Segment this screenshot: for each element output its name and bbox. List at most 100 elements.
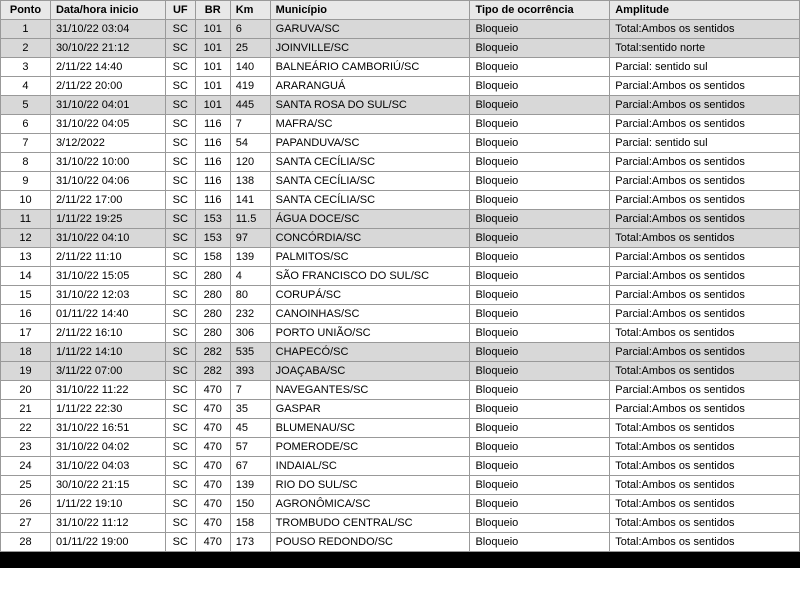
cell: 150 <box>230 495 270 514</box>
occurrence-table: Ponto Data/hora inicio UF BR Km Municípi… <box>0 0 800 552</box>
cell: Parcial:Ambos os sentidos <box>610 77 800 96</box>
cell: Parcial:Ambos os sentidos <box>610 172 800 191</box>
cell: Bloqueio <box>470 96 610 115</box>
cell: Total:Ambos os sentidos <box>610 324 800 343</box>
cell: Parcial:Ambos os sentidos <box>610 267 800 286</box>
table-row: 193/11/22 07:00SC282393JOAÇABA/SCBloquei… <box>1 362 800 381</box>
cell: 470 <box>195 495 230 514</box>
cell: 5 <box>1 96 51 115</box>
cell: PORTO UNIÃO/SC <box>270 324 470 343</box>
cell: 30/10/22 21:15 <box>50 476 165 495</box>
table-row: 32/11/22 14:40SC101140BALNEÁRIO CAMBORIÚ… <box>1 58 800 77</box>
cell: Parcial:Ambos os sentidos <box>610 343 800 362</box>
cell: Bloqueio <box>470 77 610 96</box>
cell: 17 <box>1 324 51 343</box>
cell: RIO DO SUL/SC <box>270 476 470 495</box>
cell: Parcial:Ambos os sentidos <box>610 400 800 419</box>
cell: 80 <box>230 286 270 305</box>
cell: 470 <box>195 438 230 457</box>
cell: SC <box>165 172 195 191</box>
cell: 7 <box>230 381 270 400</box>
cell: BALNEÁRIO CAMBORIÚ/SC <box>270 58 470 77</box>
cell: 139 <box>230 476 270 495</box>
cell: SANTA ROSA DO SUL/SC <box>270 96 470 115</box>
cell: 2 <box>1 39 51 58</box>
cell: SANTA CECÍLIA/SC <box>270 172 470 191</box>
cell: 120 <box>230 153 270 172</box>
table-row: 1601/11/22 14:40SC280232CANOINHAS/SCBloq… <box>1 305 800 324</box>
cell: 280 <box>195 267 230 286</box>
cell: 7 <box>1 134 51 153</box>
table-row: 261/11/22 19:10SC470150AGRONÔMICA/SCBloq… <box>1 495 800 514</box>
cell: 20 <box>1 381 51 400</box>
cell: Bloqueio <box>470 381 610 400</box>
cell: Bloqueio <box>470 286 610 305</box>
cell: 31/10/22 04:01 <box>50 96 165 115</box>
cell: Bloqueio <box>470 362 610 381</box>
cell: SC <box>165 514 195 533</box>
cell: Parcial:Ambos os sentidos <box>610 153 800 172</box>
cell: 21 <box>1 400 51 419</box>
cell: SC <box>165 191 195 210</box>
cell: 101 <box>195 96 230 115</box>
cell: 24 <box>1 457 51 476</box>
cell: Bloqueio <box>470 134 610 153</box>
cell: SC <box>165 305 195 324</box>
cell: MAFRA/SC <box>270 115 470 134</box>
cell: 470 <box>195 381 230 400</box>
cell: 419 <box>230 77 270 96</box>
table-row: 181/11/22 14:10SC282535CHAPECÓ/SCBloquei… <box>1 343 800 362</box>
cell: 2/11/22 11:10 <box>50 248 165 267</box>
table-row: 230/10/22 21:12SC10125JOINVILLE/SCBloque… <box>1 39 800 58</box>
col-header-km: Km <box>230 1 270 20</box>
cell: GARUVA/SC <box>270 20 470 39</box>
cell: CORUPÁ/SC <box>270 286 470 305</box>
cell: 54 <box>230 134 270 153</box>
cell: JOAÇABA/SC <box>270 362 470 381</box>
cell: 116 <box>195 172 230 191</box>
cell: 10 <box>1 191 51 210</box>
cell: 139 <box>230 248 270 267</box>
cell: ÁGUA DOCE/SC <box>270 210 470 229</box>
cell: 116 <box>195 134 230 153</box>
cell: 30/10/22 21:12 <box>50 39 165 58</box>
table-row: 2530/10/22 21:15SC470139RIO DO SUL/SCBlo… <box>1 476 800 495</box>
cell: 280 <box>195 286 230 305</box>
cell: 22 <box>1 419 51 438</box>
cell: 67 <box>230 457 270 476</box>
cell: 26 <box>1 495 51 514</box>
cell: 11.5 <box>230 210 270 229</box>
cell: 3/12/2022 <box>50 134 165 153</box>
cell: 4 <box>230 267 270 286</box>
cell: 141 <box>230 191 270 210</box>
cell: 27 <box>1 514 51 533</box>
cell: Bloqueio <box>470 58 610 77</box>
cell: 280 <box>195 324 230 343</box>
cell: Parcial:Ambos os sentidos <box>610 96 800 115</box>
cell: 282 <box>195 362 230 381</box>
cell: 101 <box>195 20 230 39</box>
table-row: 2431/10/22 04:03SC47067INDAIAL/SCBloquei… <box>1 457 800 476</box>
cell: 7 <box>230 115 270 134</box>
table-row: 111/11/22 19:25SC15311.5ÁGUA DOCE/SCBloq… <box>1 210 800 229</box>
cell: Bloqueio <box>470 457 610 476</box>
header-row: Ponto Data/hora inicio UF BR Km Municípi… <box>1 1 800 20</box>
cell: BLUMENAU/SC <box>270 419 470 438</box>
cell: 101 <box>195 58 230 77</box>
table-row: 211/11/22 22:30SC47035GASPARBloqueioParc… <box>1 400 800 419</box>
cell: 15 <box>1 286 51 305</box>
cell: 28 <box>1 533 51 552</box>
cell: 31/10/22 03:04 <box>50 20 165 39</box>
cell: Total:Ambos os sentidos <box>610 229 800 248</box>
cell: 280 <box>195 305 230 324</box>
cell: SC <box>165 248 195 267</box>
cell: Parcial:Ambos os sentidos <box>610 248 800 267</box>
table-row: 631/10/22 04:05SC1167MAFRA/SCBloqueioPar… <box>1 115 800 134</box>
cell: Total:Ambos os sentidos <box>610 20 800 39</box>
cell: PAPANDUVA/SC <box>270 134 470 153</box>
cell: PALMITOS/SC <box>270 248 470 267</box>
cell: Bloqueio <box>470 400 610 419</box>
table-row: 131/10/22 03:04SC1016GARUVA/SCBloqueioTo… <box>1 20 800 39</box>
table-row: 73/12/2022SC11654PAPANDUVA/SCBloqueioPar… <box>1 134 800 153</box>
cell: SÃO FRANCISCO DO SUL/SC <box>270 267 470 286</box>
